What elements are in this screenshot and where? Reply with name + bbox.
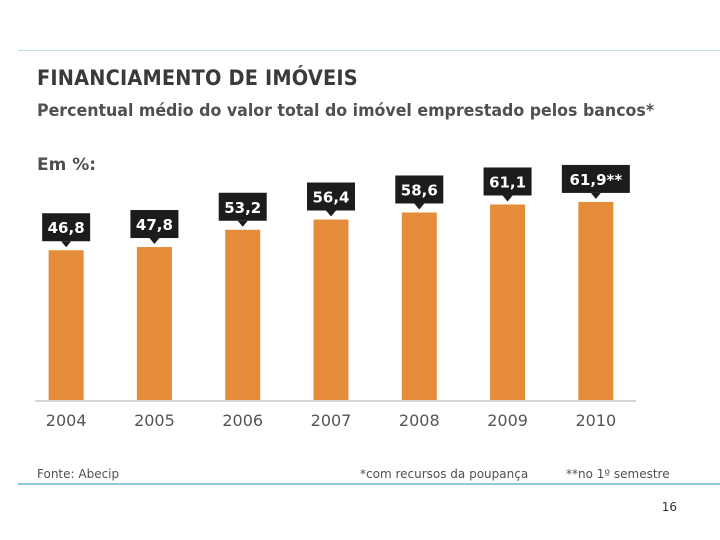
data-label-box: [395, 175, 444, 204]
data-label-box: [307, 182, 355, 211]
data-label-text: 61,9**: [570, 171, 623, 189]
source-note: Fonte: Abecip: [37, 467, 120, 481]
data-label-box: [483, 167, 532, 196]
bar-2009: [490, 204, 526, 400]
unit-label: Em %:: [37, 155, 97, 175]
data-label-box: [561, 164, 630, 193]
x-tick-2008: 2008: [399, 411, 440, 430]
x-tick-2005: 2005: [134, 411, 175, 430]
data-label-pointer: [61, 241, 72, 248]
data-label-text: 61,1: [489, 173, 526, 191]
bar-2004: [48, 250, 84, 400]
data-label-2008: 58,6: [395, 175, 444, 210]
data-label-2010: 61,9**: [561, 164, 630, 199]
x-tick-2007: 2007: [311, 411, 352, 430]
data-label-text: 53,2: [224, 199, 261, 217]
bar-2005: [136, 247, 172, 400]
data-label-text: 47,8: [136, 216, 173, 234]
data-label-2009: 61,1: [483, 167, 532, 202]
data-label-2007: 56,4: [307, 182, 355, 217]
x-tick-2009: 2009: [487, 411, 528, 430]
data-label-pointer: [502, 195, 513, 202]
data-label-pointer: [149, 238, 160, 245]
top-rule: [18, 50, 720, 51]
footnote-savings: *com recursos da poupança: [360, 467, 529, 481]
bottom-rule: [18, 483, 720, 485]
x-tick-2006: 2006: [222, 411, 263, 430]
data-label-text: 46,8: [48, 219, 85, 237]
chart-title: FINANCIAMENTO DE IMÓVEIS: [37, 66, 358, 90]
page-number: 16: [661, 500, 677, 514]
data-label-pointer: [414, 203, 425, 210]
data-label-2004: 46,8: [42, 213, 91, 248]
bar-2008: [401, 212, 437, 400]
data-label-pointer: [326, 210, 336, 217]
bar-2010: [578, 201, 614, 400]
data-label-pointer: [590, 192, 601, 199]
bar-2007: [313, 219, 349, 400]
data-label-text: 56,4: [312, 189, 349, 207]
chart-subtitle: Percentual médio do valor total do imóve…: [37, 101, 655, 121]
data-label-box: [42, 213, 91, 242]
bar-2006: [225, 229, 261, 400]
data-label-text: 58,6: [401, 181, 438, 199]
x-tick-2004: 2004: [46, 411, 87, 430]
x-tick-2010: 2010: [575, 411, 616, 430]
data-label-2006: 53,2: [218, 192, 267, 227]
data-label-pointer: [237, 220, 248, 227]
footnote-semester: **no 1º semestre: [566, 467, 670, 481]
data-label-box: [130, 210, 179, 239]
data-label-box: [218, 192, 267, 221]
data-label-2005: 47,8: [130, 210, 179, 245]
